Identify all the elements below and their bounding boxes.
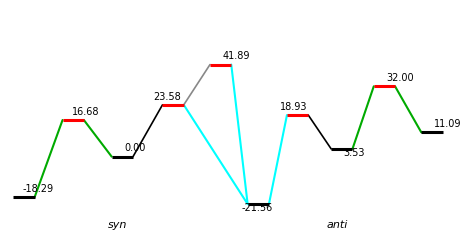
Text: -18.29: -18.29 bbox=[22, 184, 54, 194]
Text: 0.00: 0.00 bbox=[124, 143, 146, 153]
Text: 23.58: 23.58 bbox=[154, 92, 181, 102]
Text: 41.89: 41.89 bbox=[222, 51, 250, 61]
Text: 16.68: 16.68 bbox=[72, 107, 99, 117]
Text: 32.00: 32.00 bbox=[386, 73, 414, 83]
Text: syn: syn bbox=[108, 220, 127, 230]
Text: 18.93: 18.93 bbox=[280, 102, 307, 112]
Text: anti: anti bbox=[326, 220, 347, 230]
Text: 11.09: 11.09 bbox=[434, 119, 461, 129]
Text: -21.56: -21.56 bbox=[242, 203, 273, 213]
Text: 3.53: 3.53 bbox=[344, 148, 365, 158]
